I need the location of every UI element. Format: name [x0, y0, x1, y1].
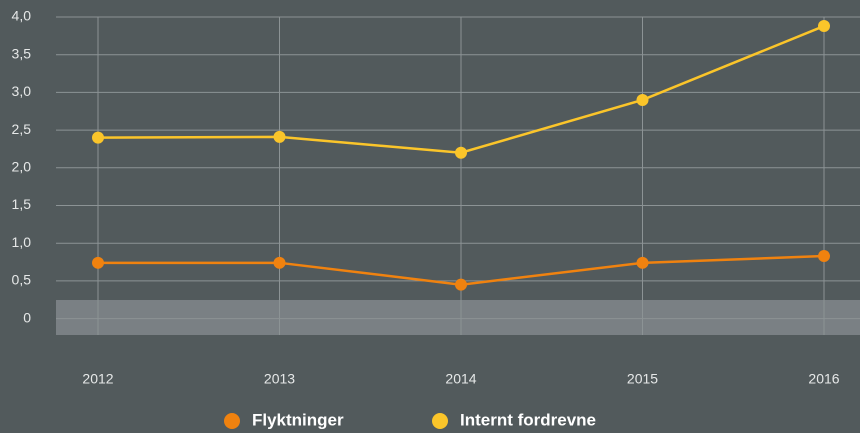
x-tick-label: 2016 — [808, 371, 839, 387]
y-tick-label: 1,5 — [12, 196, 32, 212]
point — [455, 278, 467, 291]
x-tick-label: 2015 — [627, 371, 658, 387]
legend-swatch — [224, 413, 240, 429]
point — [636, 93, 649, 106]
y-tick-label: 3,5 — [12, 45, 32, 61]
x-tick-label: 2013 — [264, 371, 295, 387]
legend-swatch — [432, 413, 448, 429]
point — [273, 256, 286, 269]
y-tick-label: 1,0 — [12, 234, 32, 250]
legend-label: Internt fordrevne — [460, 410, 596, 429]
y-tick-label: 2,5 — [12, 121, 32, 137]
point — [455, 146, 467, 159]
y-tick-label: 3,0 — [12, 83, 32, 99]
point — [818, 20, 830, 33]
point — [92, 131, 104, 144]
x-tick-label: 2014 — [445, 371, 476, 387]
y-tick-label: 2,0 — [12, 159, 32, 175]
y-tick-label: 0 — [23, 309, 31, 325]
baseline-band — [56, 300, 860, 335]
legend-label: Flyktninger — [252, 410, 344, 429]
y-tick-label: 0,5 — [12, 272, 32, 288]
point — [92, 256, 104, 269]
point — [636, 256, 649, 269]
y-tick-label: 4,0 — [12, 8, 32, 24]
point — [273, 130, 286, 143]
point — [818, 250, 830, 263]
x-tick-label: 2012 — [82, 371, 113, 387]
